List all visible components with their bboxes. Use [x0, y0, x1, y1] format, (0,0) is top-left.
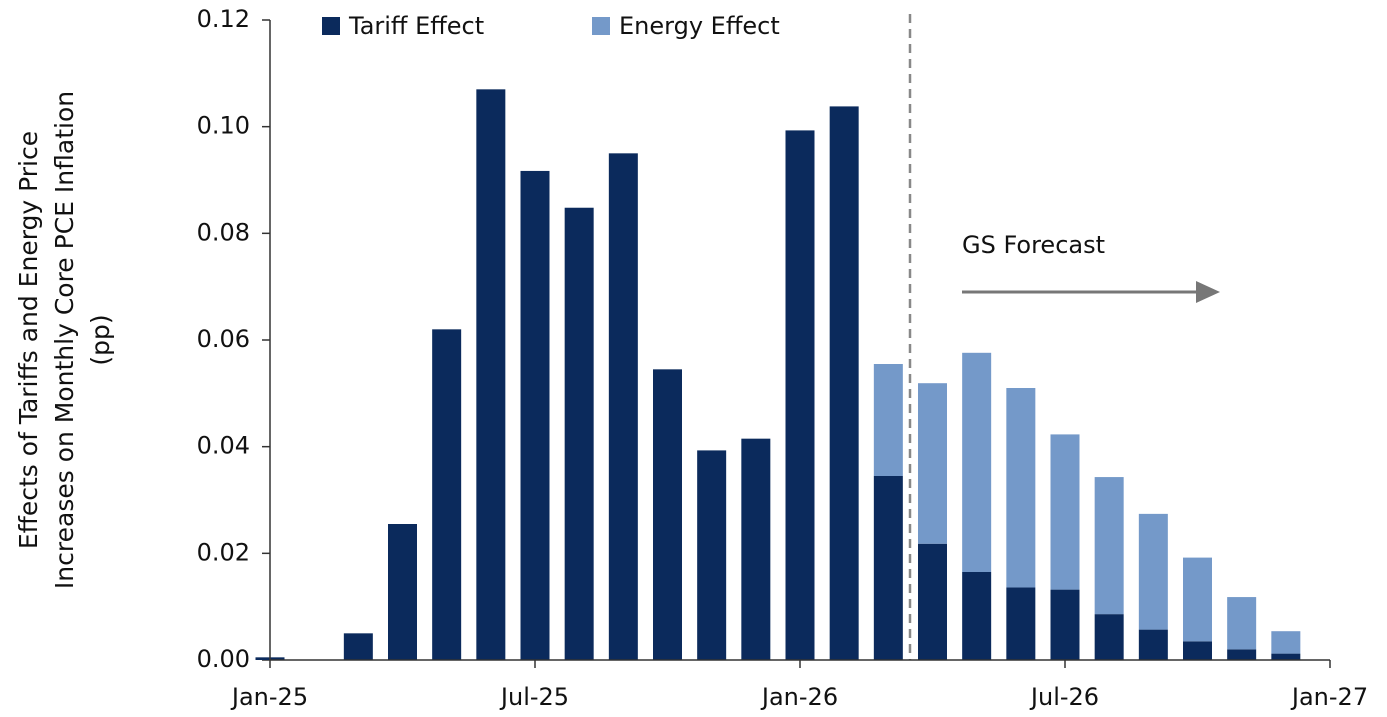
bar: [1006, 388, 1036, 588]
y-axis-label: Effects of Tariffs and Energy Price Incre…: [14, 91, 115, 589]
bar: [520, 170, 550, 660]
bar: [1138, 513, 1168, 630]
bar: [785, 130, 815, 660]
y-axis-label-line: Effects of Tariffs and Energy Price: [14, 131, 43, 549]
annotation: GS Forecast: [962, 231, 1105, 259]
bar: [1183, 557, 1212, 642]
x-tick-label: Jul-26: [1029, 683, 1099, 711]
bar: [697, 450, 727, 660]
bar: [1271, 653, 1301, 660]
bar: [1006, 587, 1036, 660]
y-tick-label: 0.06: [197, 325, 250, 353]
x-tick-label: Jan-27: [1290, 683, 1368, 711]
x-tick-label: Jan-26: [760, 683, 838, 711]
bar: [1050, 434, 1080, 590]
y-tick-label: 0.02: [197, 538, 250, 566]
bar: [1227, 649, 1257, 660]
bar: [1050, 589, 1080, 660]
y-tick-label: 0.12: [197, 5, 250, 33]
bar: [741, 438, 771, 660]
bar: [1271, 631, 1301, 654]
y-tick-label: 0.00: [197, 645, 250, 673]
bar: [343, 633, 373, 660]
y-tick-label: 0.04: [197, 432, 250, 460]
bar: [873, 476, 903, 660]
bar: [918, 383, 947, 544]
bar: [432, 329, 462, 660]
bar: [873, 364, 903, 476]
bar: [829, 106, 859, 660]
y-axis-label-line: Increases on Monthly Core PCE Inflation: [50, 91, 79, 589]
bar: [1227, 597, 1257, 650]
legend-label: Tariff Effect: [348, 12, 484, 40]
bar: [1094, 614, 1124, 660]
bar: [1138, 629, 1168, 660]
y-axis-label-line: (pp): [86, 314, 115, 365]
y-tick-label: 0.10: [197, 112, 250, 140]
bar: [653, 369, 682, 660]
legend-swatch: [322, 17, 340, 35]
legend-label: Energy Effect: [619, 12, 780, 40]
bar: [1183, 641, 1212, 660]
y-tick-label: 0.08: [197, 218, 250, 246]
bar: [962, 572, 992, 660]
x-tick-label: Jan-25: [230, 683, 308, 711]
legend-swatch: [592, 17, 610, 35]
bar: [962, 352, 992, 572]
forecast-arrow-head: [1196, 281, 1220, 303]
bar: [918, 543, 947, 660]
bar: [564, 207, 594, 660]
x-tick-label: Jul-25: [499, 683, 569, 711]
bar: [476, 89, 506, 661]
bar: [608, 153, 638, 661]
bar: [388, 524, 417, 660]
bar: [1094, 477, 1124, 615]
